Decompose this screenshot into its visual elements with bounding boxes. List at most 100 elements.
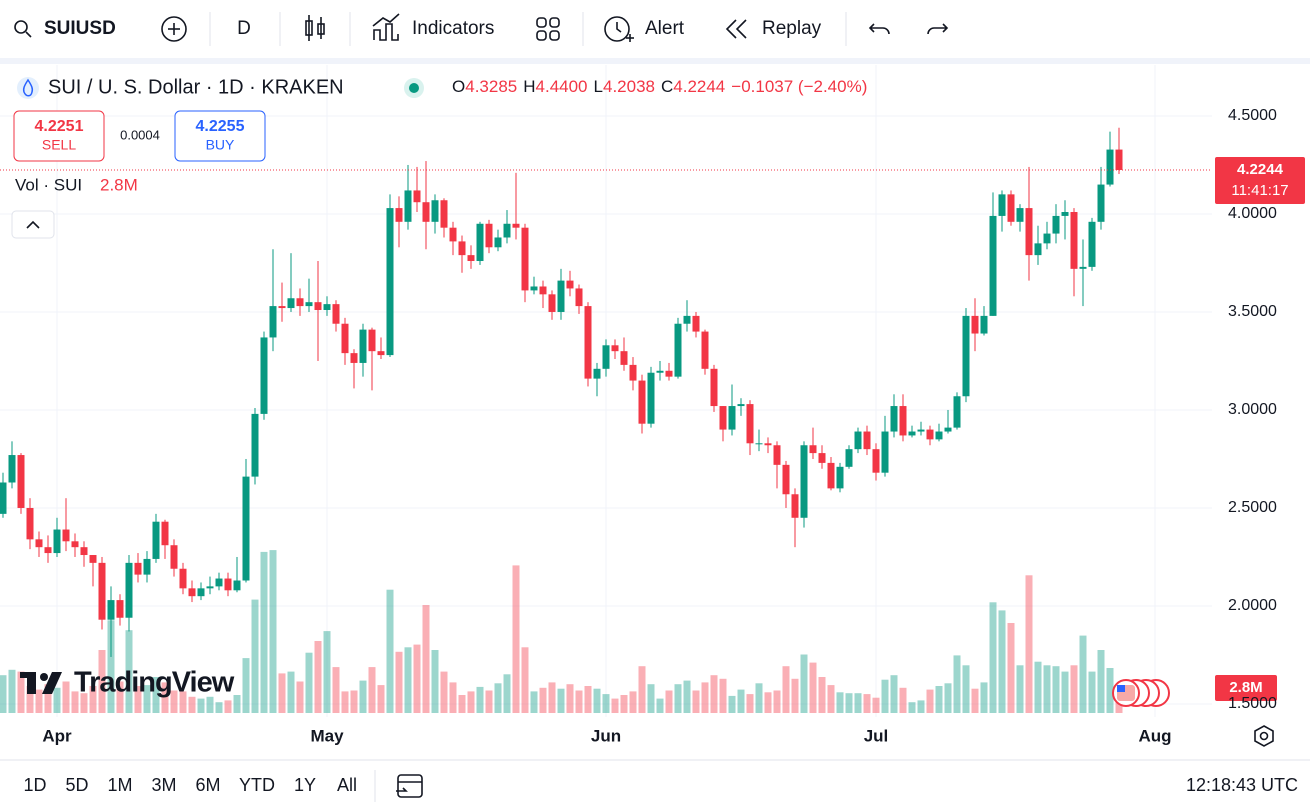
volume-bar: [593, 688, 601, 713]
range-button[interactable]: 1D: [23, 775, 46, 795]
sell-price[interactable]: 4.2251: [35, 118, 84, 135]
volume-bar: [314, 641, 322, 713]
range-button[interactable]: All: [337, 775, 357, 795]
volume-bar: [170, 690, 178, 713]
candle-body: [575, 288, 583, 307]
candle-body: [224, 578, 232, 591]
candle-body: [773, 445, 781, 465]
logo-text: TradingView: [74, 667, 235, 699]
candle-body: [548, 294, 556, 312]
alert-button[interactable]: Alert: [604, 16, 685, 42]
range-button[interactable]: 5D: [65, 775, 88, 795]
range-buttons: 1D 5D 1M 3M 6M YTD 1Y All: [23, 775, 357, 795]
volume-bar: [539, 687, 547, 713]
volume-bar: [980, 682, 988, 713]
alert-label[interactable]: Alert: [645, 18, 685, 39]
candle-body: [386, 208, 394, 356]
volume-bar: [368, 667, 376, 713]
candle-body: [530, 286, 538, 291]
candle-body: [44, 547, 52, 554]
range-button[interactable]: 3M: [151, 775, 176, 795]
candle-body: [809, 445, 817, 454]
symbol[interactable]: SUIUSD: [44, 18, 116, 39]
volume-bar: [332, 667, 340, 713]
candle-body: [404, 190, 412, 222]
settings-button[interactable]: [1254, 725, 1274, 747]
market-status-dot: [409, 83, 419, 93]
range-button[interactable]: YTD: [239, 775, 275, 795]
volume-bar: [278, 673, 286, 713]
ohlc-key: L: [594, 77, 603, 96]
volume-bar: [521, 647, 529, 713]
candle-body: [917, 429, 925, 432]
volume-bar: [656, 698, 664, 713]
redo-button[interactable]: [927, 23, 949, 35]
clock: 12:18:43 UTC: [1186, 775, 1298, 795]
candle-body: [629, 364, 637, 381]
candle-body: [197, 588, 205, 597]
search-button[interactable]: SUIUSD: [14, 18, 116, 39]
undo-button[interactable]: [868, 23, 890, 35]
range-button[interactable]: 1Y: [294, 775, 316, 795]
volume-bar: [512, 565, 520, 713]
candle-body: [710, 368, 718, 407]
candle-body: [8, 455, 16, 483]
volume-bar: [683, 680, 691, 713]
candle-body: [539, 286, 547, 295]
candle-body: [755, 443, 763, 445]
replay-button[interactable]: Replay: [725, 18, 822, 39]
interval[interactable]: D: [237, 18, 251, 39]
candle-body: [143, 558, 151, 575]
buy-price[interactable]: 4.2255: [196, 118, 245, 135]
volume-bar: [944, 683, 952, 713]
volume-bar: [251, 599, 259, 713]
layouts-button[interactable]: [536, 17, 560, 41]
sell-button[interactable]: [13, 110, 105, 162]
collapse-button[interactable]: [11, 210, 55, 239]
volume-bar: [926, 689, 934, 713]
indicators-button[interactable]: Indicators: [372, 13, 494, 41]
candle-body: [359, 329, 367, 363]
volume-bar: [557, 688, 565, 713]
chart-type-button[interactable]: [305, 15, 325, 41]
volume-bar: [782, 666, 790, 713]
volume-bar: [584, 686, 592, 713]
replay-label[interactable]: Replay: [762, 18, 822, 39]
range-button[interactable]: 6M: [195, 775, 220, 795]
candle-body: [818, 453, 826, 463]
indicators-label[interactable]: Indicators: [412, 18, 494, 39]
volume-bar: [566, 684, 574, 713]
candle-body: [170, 545, 178, 569]
volume-bar: [269, 550, 277, 713]
series-title: SUI / U. S. Dollar · 1D · KRAKEN: [48, 76, 344, 98]
volume-bar: [881, 679, 889, 713]
volume-bar: [305, 652, 313, 713]
buy-label[interactable]: BUY: [206, 137, 235, 153]
volume-bar: [98, 650, 106, 713]
volume-bar: [890, 675, 898, 713]
volume-bar: [242, 658, 250, 713]
candle-body: [854, 431, 862, 450]
candle-body: [242, 476, 250, 581]
date-range-button[interactable]: [396, 774, 423, 798]
candle-body: [737, 404, 745, 407]
volume-bar: [917, 700, 925, 713]
candle-body: [908, 431, 916, 436]
ohlc-key: C: [661, 77, 673, 96]
volume-bar: [548, 682, 556, 713]
volume-bar: [0, 675, 7, 713]
candle-body: [53, 529, 61, 554]
compare-button[interactable]: [161, 16, 187, 42]
volume-bar: [773, 690, 781, 713]
range-button[interactable]: 1M: [107, 775, 132, 795]
buy-button[interactable]: [174, 110, 266, 162]
candle-body: [971, 315, 979, 334]
volume-bar: [1016, 665, 1024, 713]
candle-body: [881, 431, 889, 473]
sell-label[interactable]: SELL: [42, 137, 76, 153]
volume-bar: [62, 681, 70, 713]
candle-body: [566, 280, 574, 289]
candle-body: [269, 306, 277, 338]
events-icons[interactable]: [1112, 679, 1170, 707]
candle-body: [26, 507, 34, 540]
